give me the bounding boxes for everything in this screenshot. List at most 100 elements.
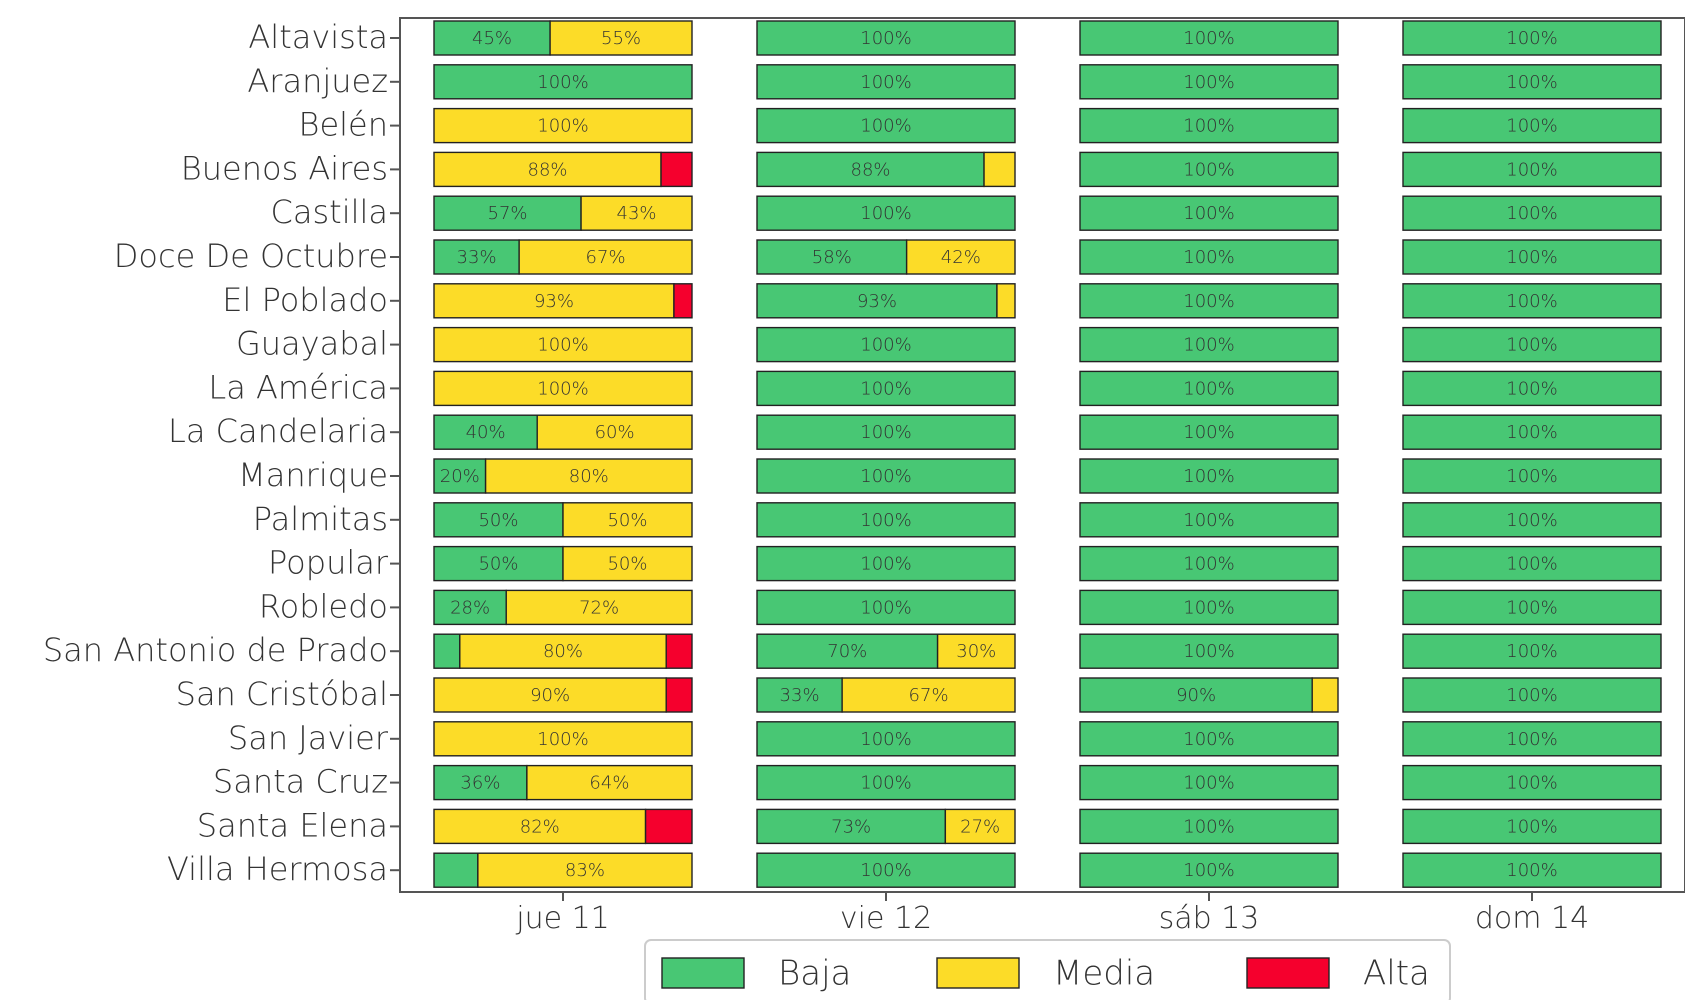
data-label: 100% [860,510,911,531]
y-tick-label-popular: Popular [268,544,389,582]
bar-segment-baja [1079,239,1339,275]
legend-swatch [936,957,1020,989]
data-label: 100% [1183,203,1234,224]
x-tick-label-jue-11: jue 11 [515,901,610,936]
data-label: 100% [1183,28,1234,49]
bar-segment-baja [433,545,564,582]
data-label: 100% [1506,641,1557,662]
bar-segment-media [433,283,675,319]
bar-segment-media [562,502,693,538]
bar-segment-media [433,151,662,188]
bar-segment-media [433,107,693,144]
y-axis: Altavista Aranjuez Belén Buenos Aires Castil… [43,18,400,888]
bar-segment-media [905,239,1016,275]
data-label: 100% [1506,860,1557,881]
bar-segment-media [580,195,693,231]
bar-segment-baja [756,502,1016,538]
bar-segment-baja [433,64,693,100]
bar-segment-baja [1079,195,1339,231]
y-tick-label-castilla: Castilla [271,193,388,231]
data-label: 100% [1506,116,1557,137]
bar-segment-baja [756,239,908,275]
data-label: 50% [478,554,518,575]
data-label: 100% [860,378,911,399]
bar-segment-alta [660,151,693,188]
percent-labels-group: 45% 55% 100% 100% 88% 57% 43% 33% 67% 93% 100% 100%… [440,28,1558,881]
bar-segment-media [1311,677,1339,713]
data-label: 100% [1506,773,1557,794]
legend: Baja Media Alta [644,939,1451,1000]
bar-segment-media [841,677,1016,713]
bar-segment-baja [1079,808,1339,845]
data-label: 93% [857,291,897,312]
y-tick-label-aranjuez: Aranjuez [247,62,388,100]
data-label: 40% [466,422,506,443]
bar-segment-baja [1079,677,1313,713]
y-tick-label-robledo: Robledo [259,587,388,625]
bar-segment-baja [756,677,843,713]
bar-segment-baja [433,852,479,888]
y-tick-label-manrique: Manrique [238,456,388,494]
bar-segment-media [433,721,693,757]
bar-segment-baja [1079,545,1339,582]
data-label: 90% [1176,685,1216,706]
bar-segment-baja [1079,589,1339,626]
bar-segment-baja [1402,370,1662,407]
bar-segment-baja [433,502,564,538]
bar-segment-baja [756,283,998,319]
data-label: 100% [1506,554,1557,575]
data-label: 100% [1506,159,1557,180]
y-tick-label-san-cristobal: San Cristóbal [176,675,388,713]
bar-segment-baja [433,589,507,626]
data-label: 100% [537,72,588,93]
data-label: 100% [860,860,911,881]
bar-segment-baja [756,64,1016,100]
y-tick-label-altavista: Altavista [248,18,388,56]
bar-segment-baja [433,195,582,231]
data-label: 100% [860,335,911,356]
bar-segment-baja [1402,414,1662,450]
bar-segment-baja [1402,458,1662,494]
legend-label: Baja [778,954,851,994]
data-label: 100% [860,422,911,443]
data-label: 100% [860,466,911,487]
data-label: 100% [1183,729,1234,750]
x-tick-label-dom-14: dom 14 [1475,901,1589,936]
bar-segment-alta [673,283,693,319]
data-label: 45% [472,28,512,49]
bar-segment-alta [644,808,693,845]
bar-segment-baja [1402,764,1662,801]
bar-segment-alta [665,633,693,669]
plot-frame [399,17,1685,893]
bar-segment-baja [756,589,1016,626]
data-label: 93% [534,291,574,312]
data-label: 100% [1183,466,1234,487]
data-label: 67% [586,247,626,268]
y-tick-label-buenos-aires: Buenos Aires [181,149,388,187]
bar-segment-baja [1402,677,1662,713]
bar-segment-media [983,151,1016,188]
data-label: 80% [569,466,609,487]
bar-segment-baja [433,414,538,450]
data-label: 88% [528,159,568,180]
bar-segment-baja [1402,721,1662,757]
data-label: 83% [565,860,605,881]
bar-segment-baja [756,107,1016,144]
data-label: 72% [579,597,619,618]
data-label: 100% [860,203,911,224]
bar-segment-baja [1402,589,1662,626]
data-label: 43% [617,203,657,224]
bar-segment-baja [1402,195,1662,231]
bar-segment-baja [1402,326,1662,363]
bar-segment-media [433,326,693,363]
data-label: 50% [607,554,647,575]
bar-segment-baja [756,326,1016,363]
data-label: 100% [1506,466,1557,487]
bar-segment-baja [756,414,1016,450]
x-tick-label-vie-12: vie 12 [840,901,932,936]
data-label: 58% [812,247,852,268]
bar-segment-baja [756,852,1016,888]
bar-segment-baja [1079,633,1339,669]
x-axis: jue 11 vie 12 sáb 13 dom 14 [515,892,1589,936]
bar-segment-baja [1402,502,1662,538]
